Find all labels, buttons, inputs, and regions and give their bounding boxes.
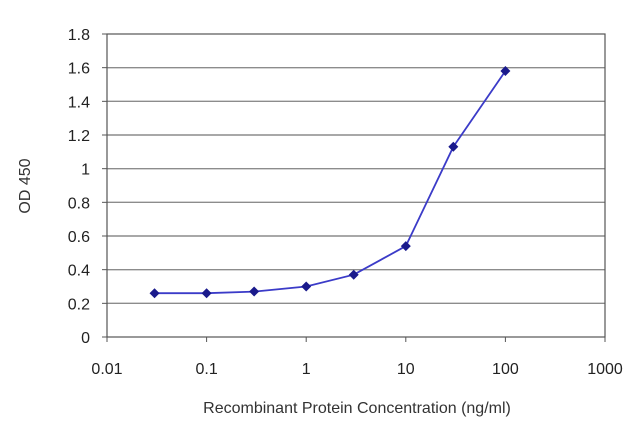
series-line (154, 70, 507, 295)
x-tick-label: 0.1 (195, 361, 217, 378)
data-point (249, 286, 260, 297)
data-point (301, 281, 312, 292)
series-markers (149, 66, 511, 299)
grid-lines (107, 66, 605, 305)
y-axis-title: OD 450 (17, 158, 34, 213)
y-axis-ticks: 0 0.2 0.4 0.6 0.8 1 1.2 1.4 1.6 1.8 (68, 27, 107, 347)
data-point (500, 66, 511, 77)
y-tick-label: 1.2 (68, 128, 90, 145)
y-tick-label: 0.8 (68, 195, 90, 212)
data-point (448, 141, 459, 152)
data-point (201, 288, 212, 299)
data-point (149, 288, 160, 299)
y-tick-label: 0.2 (68, 296, 90, 313)
data-point (400, 241, 411, 252)
y-tick-label: 0.4 (68, 263, 90, 280)
plot-area-frame (106, 33, 606, 338)
data-point (348, 269, 359, 280)
y-tick-label: 0.6 (68, 229, 90, 246)
x-tick-label: 1 (302, 361, 311, 378)
y-tick-label: 1.4 (68, 94, 90, 111)
x-tick-label: 100 (492, 361, 519, 378)
y-tick-label: 1.8 (68, 27, 90, 44)
x-axis-title: Recombinant Protein Concentration (ng/ml… (203, 400, 511, 417)
x-tick-label: 10 (397, 361, 415, 378)
x-axis-ticks: 0.01 0.1 1 10 100 1000 (91, 337, 623, 378)
y-tick-label: 0 (81, 330, 90, 347)
y-tick-label: 1 (81, 162, 90, 179)
x-tick-label: 0.01 (91, 361, 122, 378)
x-tick-label: 1000 (587, 361, 623, 378)
y-tick-label: 1.6 (68, 61, 90, 78)
